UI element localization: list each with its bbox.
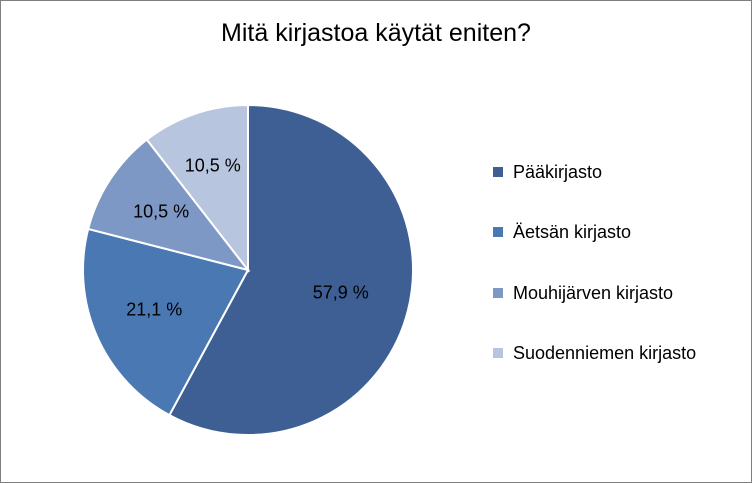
legend-item-mouhijarven-kirjasto: Mouhijärven kirjasto [493,281,673,305]
legend-item-suodenniemen-kirjasto: Suodenniemen kirjasto [493,341,696,365]
legend-swatch-aetsan-kirjasto [493,227,503,237]
pie-slices [82,103,414,436]
pie-slice-suodenniemen-kirjasto [145,103,249,273]
pie-data-labels: 57,9 % 21,1 % 10,5 % 10,5 % [126,156,369,320]
legend-item-paakirjasto: Pääkirjasto [493,160,602,184]
legend-swatch-paakirjasto [493,167,503,177]
data-label-aetsan-kirjasto: 21,1 % [126,300,182,320]
legend-swatch-mouhijarven-kirjasto [493,288,503,298]
pie-slice-mouhijarven-kirjasto [86,138,251,272]
data-label-suodenniemen-kirjasto: 10,5 % [185,156,241,176]
legend-label-mouhijarven-kirjasto: Mouhijärven kirjasto [513,282,674,303]
data-label-mouhijarven-kirjasto: 10,5 % [133,202,189,222]
legend-label-paakirjasto: Pääkirjasto [513,161,603,182]
chart-title: Mitä kirjastoa käytät eniten? [221,19,531,47]
legend-swatch-suodenniemen-kirjasto [493,348,503,358]
data-label-paakirjasto: 57,9 % [313,282,369,302]
legend-item-aetsan-kirjasto: Äetsän kirjasto [493,220,631,244]
legend-label-aetsan-kirjasto: Äetsän kirjasto [513,221,632,242]
legend: Pääkirjasto Äetsän kirjasto Mouhijärven … [493,1,743,482]
pie-slice-aetsan-kirjasto [82,227,250,417]
legend-label-suodenniemen-kirjasto: Suodenniemen kirjasto [513,342,697,363]
pie-slice-paakirjasto [168,103,414,436]
